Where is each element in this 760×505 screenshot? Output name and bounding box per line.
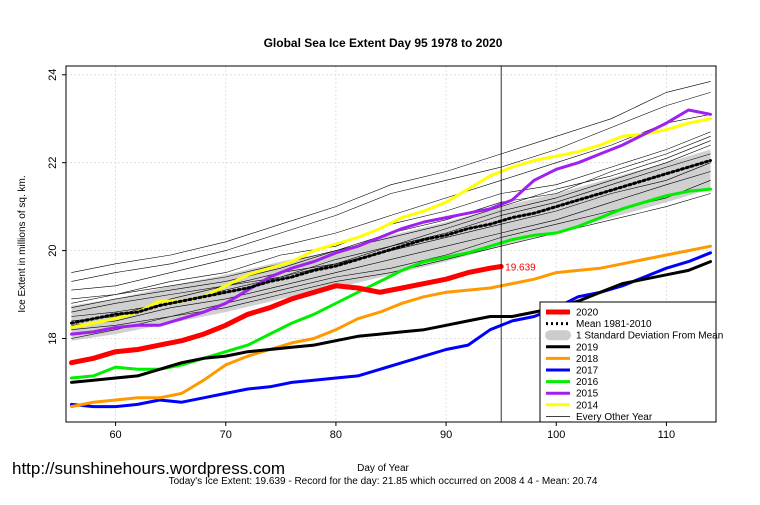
std-dev-band xyxy=(71,149,711,341)
x-tick-label: 110 xyxy=(658,429,676,441)
series-line-every-other-year xyxy=(71,180,711,331)
x-tick-label: 100 xyxy=(547,429,565,441)
x-tick-label: 70 xyxy=(220,429,232,441)
x-tick-label: 90 xyxy=(440,429,452,441)
series-line-2015 xyxy=(70,108,712,336)
std-dev-band-layer xyxy=(71,149,711,341)
series-line-every-other-year xyxy=(71,171,711,326)
legend-label-2020: 2020 xyxy=(576,308,599,319)
footer-stats-text: Today's Ice Extent: 19.639 - Record for … xyxy=(169,476,598,487)
x-tick-label: 60 xyxy=(109,429,121,441)
series-line-2020 xyxy=(69,264,504,366)
axis-layer: 60 70 80 90 100 110 18 20 22 24 xyxy=(47,69,675,441)
series-line-every-other-year xyxy=(71,144,711,313)
watermark-url: http://sunshinehours.wordpress.com xyxy=(12,459,285,478)
series-line-mean-1981-2010 xyxy=(70,159,712,325)
legend-label-every-other-year: Every Other Year xyxy=(576,412,653,423)
legend-label-2018: 2018 xyxy=(576,354,599,365)
legend-label-1-standard-deviation-from-mean: 1 Standard Deviation From Mean xyxy=(576,331,723,342)
legend-label-2016: 2016 xyxy=(576,377,599,388)
series-line-every-other-year xyxy=(71,140,711,309)
series-line-every-other-year xyxy=(71,92,711,282)
current-value-label: 19.639 xyxy=(505,262,536,273)
current-day-marker-layer: 19.639 xyxy=(500,66,536,422)
legend-label-2019: 2019 xyxy=(576,342,599,353)
series-line-every-other-year xyxy=(71,114,711,291)
y-tick-label: 22 xyxy=(47,157,59,169)
y-axis-title: Ice Extent in millions of sq. km. xyxy=(17,175,28,312)
series-line-2019 xyxy=(70,260,712,384)
legend-label-2014: 2014 xyxy=(576,400,599,411)
legend-swatch-1-standard-deviation-from-mean xyxy=(545,330,571,341)
legend-label-mean-1981-2010: Mean 1981-2010 xyxy=(576,319,652,330)
series-line-every-other-year xyxy=(71,162,711,322)
legend-box xyxy=(539,301,717,423)
legend-label-2017: 2017 xyxy=(576,366,599,377)
legend-label-2015: 2015 xyxy=(576,389,599,400)
y-tick-label: 18 xyxy=(47,332,59,344)
x-axis-title: Day of Year xyxy=(357,463,409,474)
chart-title: Global Sea Ice Extent Day 95 1978 to 202… xyxy=(264,36,503,50)
y-tick-label: 24 xyxy=(47,69,59,81)
series-line-2016 xyxy=(70,187,712,380)
plot-frame xyxy=(65,65,717,423)
y-tick-label: 20 xyxy=(47,244,59,256)
x-tick-label: 80 xyxy=(330,429,342,441)
series-line-every-other-year xyxy=(71,81,711,273)
series-layer xyxy=(69,81,712,409)
series-line-2018 xyxy=(70,244,712,409)
